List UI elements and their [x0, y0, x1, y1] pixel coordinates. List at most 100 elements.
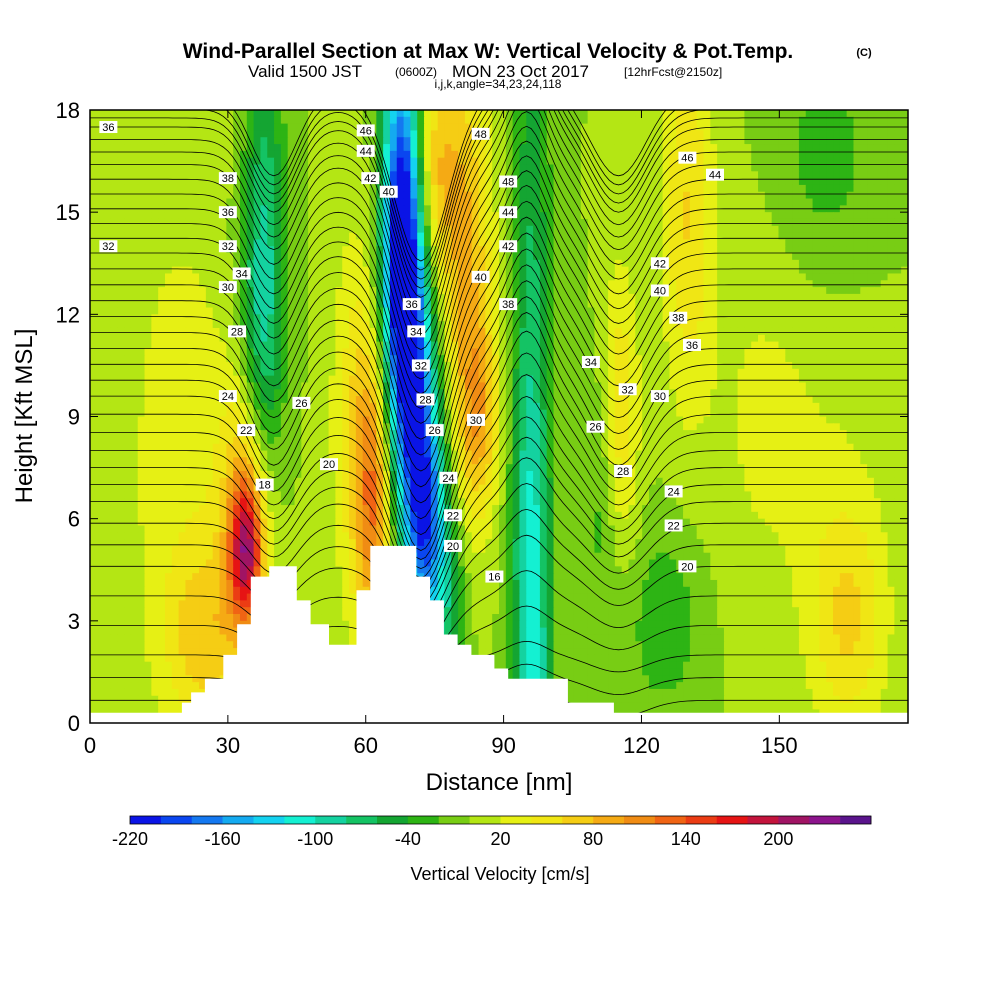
velocity-cell — [103, 355, 112, 363]
velocity-cell — [764, 307, 773, 315]
velocity-cell — [287, 130, 296, 138]
velocity-cell — [430, 205, 439, 213]
velocity-cell — [873, 137, 882, 145]
velocity-cell — [96, 212, 105, 220]
velocity-cell — [151, 307, 159, 315]
velocity-cell — [417, 191, 425, 200]
velocity-cell — [635, 171, 643, 179]
velocity-cell — [492, 280, 500, 288]
velocity-cell — [901, 212, 908, 220]
velocity-cell — [110, 280, 118, 288]
velocity-cell — [212, 321, 221, 329]
velocity-cell — [792, 266, 800, 275]
velocity-cell — [389, 307, 398, 315]
velocity-cell — [144, 144, 152, 152]
velocity-cell — [458, 150, 466, 159]
velocity-cell — [171, 150, 180, 159]
velocity-cell — [226, 293, 234, 302]
velocity-cell — [158, 116, 166, 125]
velocity-cell — [130, 150, 139, 159]
velocity-cell — [171, 273, 180, 281]
velocity-cell — [389, 123, 398, 132]
velocity-cell — [389, 246, 398, 254]
velocity-cell — [171, 144, 180, 152]
velocity-cell — [164, 225, 173, 234]
velocity-cell — [751, 287, 759, 295]
velocity-cell — [417, 300, 425, 309]
velocity-cell — [410, 137, 418, 145]
velocity-cell — [608, 116, 616, 125]
velocity-cell — [519, 225, 527, 234]
velocity-cell — [812, 287, 820, 295]
velocity-cell — [192, 178, 200, 186]
velocity-cell — [90, 239, 98, 247]
velocity-cell — [860, 150, 868, 159]
velocity-cell — [185, 253, 193, 261]
velocity-cell — [798, 157, 807, 166]
velocity-cell — [294, 123, 302, 132]
velocity-cell — [430, 212, 439, 220]
velocity-cell — [573, 205, 582, 213]
velocity-cell — [526, 273, 534, 281]
velocity-cell — [308, 198, 316, 206]
velocity-cell — [764, 191, 773, 200]
velocity-cell — [560, 123, 568, 132]
velocity-cell — [628, 307, 636, 315]
velocity-cell — [471, 307, 480, 315]
velocity-cell — [737, 266, 745, 275]
velocity-cell — [812, 280, 820, 288]
velocity-cell — [308, 232, 316, 241]
velocity-cell — [342, 225, 350, 234]
velocity-cell — [594, 287, 602, 295]
velocity-cell — [130, 287, 139, 295]
velocity-cell — [389, 321, 398, 329]
velocity-cell — [137, 280, 146, 288]
velocity-cell — [417, 314, 425, 322]
velocity-cell — [846, 191, 855, 200]
velocity-cell — [103, 116, 112, 125]
velocity-cell — [437, 178, 446, 186]
velocity-cell — [560, 171, 568, 179]
velocity-cell — [696, 191, 705, 200]
velocity-cell — [621, 144, 630, 152]
velocity-cell — [717, 300, 725, 309]
velocity-cell — [499, 157, 507, 166]
velocity-cell — [614, 287, 623, 295]
velocity-cell — [267, 341, 275, 349]
velocity-cell — [553, 157, 561, 166]
velocity-cell — [205, 218, 214, 227]
velocity-cell — [124, 150, 132, 159]
velocity-cell — [860, 362, 868, 370]
velocity-cell — [301, 116, 309, 125]
velocity-cell — [287, 110, 296, 118]
velocity-cell — [492, 287, 500, 295]
velocity-cell — [655, 273, 664, 281]
velocity-cell — [608, 266, 616, 275]
velocity-cell — [349, 110, 357, 118]
velocity-cell — [117, 314, 125, 322]
velocity-cell — [635, 123, 643, 132]
velocity-cell — [751, 150, 759, 159]
velocity-cell — [328, 184, 336, 193]
velocity-cell — [683, 205, 691, 213]
velocity-cell — [274, 164, 282, 172]
velocity-cell — [723, 137, 732, 145]
velocity-cell — [573, 266, 582, 275]
velocity-cell — [301, 218, 309, 227]
velocity-cell — [880, 273, 889, 281]
velocity-cell — [710, 293, 718, 302]
velocity-cell — [819, 184, 827, 193]
velocity-cell — [485, 178, 493, 186]
velocity-cell — [723, 273, 732, 281]
velocity-cell — [812, 327, 820, 336]
velocity-cell — [212, 218, 221, 227]
velocity-cell — [867, 314, 875, 322]
velocity-cell — [785, 246, 793, 254]
velocity-cell — [444, 137, 452, 145]
velocity-cell — [723, 300, 732, 309]
velocity-cell — [839, 212, 848, 220]
velocity-cell — [792, 144, 800, 152]
velocity-cell — [355, 259, 364, 268]
velocity-cell — [519, 184, 527, 193]
velocity-cell — [887, 287, 895, 295]
